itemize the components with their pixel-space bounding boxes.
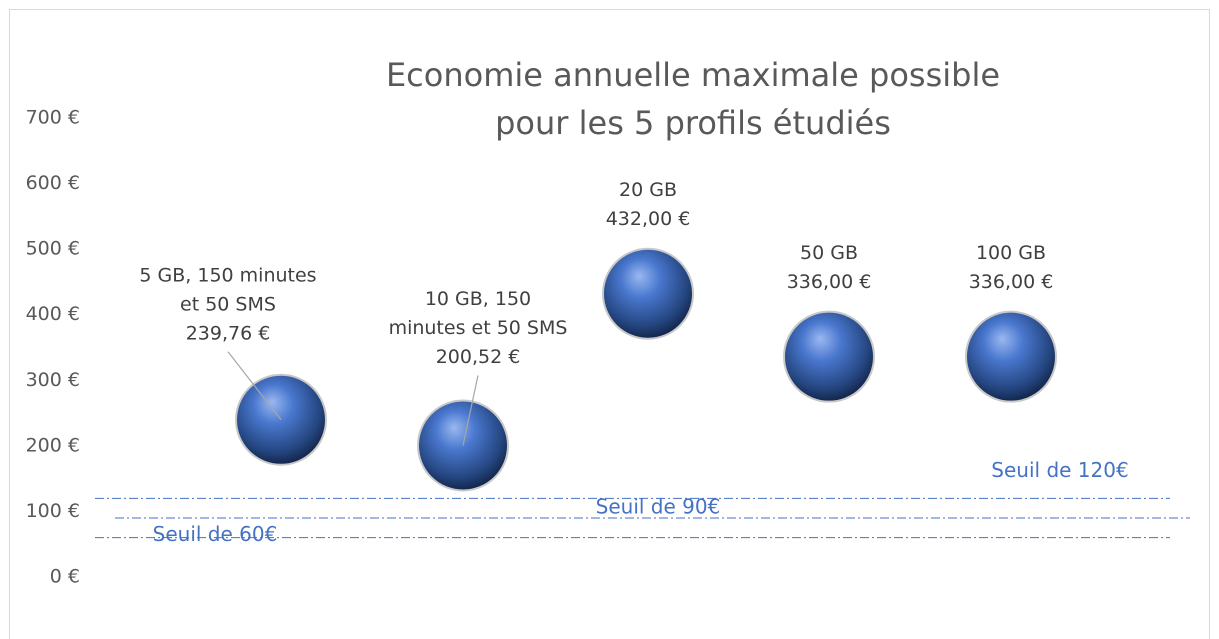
category-label: 5 GB, 150 minutes — [139, 264, 316, 286]
y-tick-label: 400 € — [26, 303, 80, 325]
y-tick-label: 600 € — [26, 172, 80, 194]
bubble — [602, 247, 694, 340]
leader-line — [227, 351, 282, 421]
y-tick-label: 700 € — [26, 107, 80, 129]
threshold-label: Seuil de 60€ — [153, 522, 278, 546]
leader-line — [462, 375, 479, 446]
y-tick-label: 500 € — [26, 238, 80, 260]
chart-title: pour les 5 profils étudiés — [495, 104, 891, 142]
data-label: 336,00 € — [787, 271, 872, 293]
category-label: 100 GB — [976, 242, 1046, 264]
category-label: 50 GB — [800, 242, 858, 264]
threshold-label: Seuil de 120€ — [991, 458, 1128, 482]
category-label: et 50 SMS — [180, 293, 276, 315]
bubble — [783, 310, 875, 403]
data-label: 200,52 € — [436, 346, 521, 368]
data-label: 336,00 € — [969, 271, 1054, 293]
category-label: minutes et 50 SMS — [389, 317, 568, 339]
y-tick-label: 200 € — [26, 434, 80, 456]
category-label: 10 GB, 150 — [425, 288, 531, 310]
bubble — [965, 310, 1057, 403]
chart-frame — [9, 9, 1210, 639]
y-tick-label: 300 € — [26, 369, 80, 391]
y-tick-label: 0 € — [50, 566, 80, 588]
chart-title: Economie annuelle maximale possible — [386, 56, 1000, 94]
data-label: 239,76 € — [186, 322, 271, 344]
data-label: 432,00 € — [606, 208, 691, 230]
y-tick-label: 100 € — [26, 500, 80, 522]
category-label: 20 GB — [619, 179, 677, 201]
